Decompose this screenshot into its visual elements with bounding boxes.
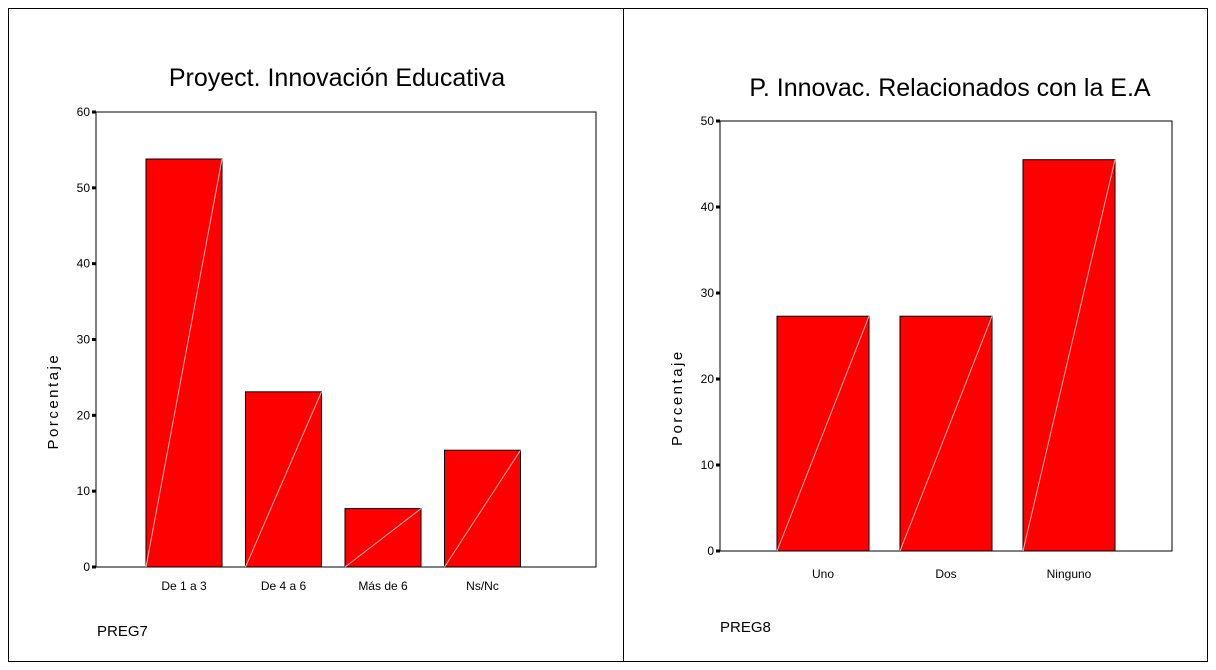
- x-category-label: Ns/Nc: [466, 579, 499, 593]
- chart-title: Proyect. Innovación Educativa: [169, 64, 505, 92]
- bar: [899, 315, 993, 552]
- document-frame: [8, 8, 1208, 662]
- x-axis-variable-label: PREG8: [720, 619, 771, 636]
- y-axis-label: Porcentaje: [45, 353, 62, 450]
- bar: [145, 158, 223, 568]
- bar: [245, 391, 322, 568]
- x-category-label: Dos: [935, 567, 956, 581]
- bar: [444, 449, 521, 568]
- x-category-label: De 1 a 3: [161, 579, 207, 593]
- y-tick-label: 10: [701, 458, 715, 472]
- y-tick-label: 0: [83, 560, 90, 574]
- y-axis-label: Porcentaje: [669, 349, 686, 446]
- x-axis-variable-label: PREG7: [97, 623, 148, 640]
- y-tick-label: 30: [701, 286, 715, 300]
- x-category-label: De 4 a 6: [261, 579, 307, 593]
- chart-title: P. Innovac. Relacionados con la E.A: [749, 74, 1151, 102]
- x-category-label: Ninguno: [1047, 567, 1092, 581]
- y-tick-label: 50: [701, 114, 715, 128]
- y-tick-label: 20: [701, 372, 715, 386]
- y-tick-label: 0: [707, 544, 714, 558]
- y-tick-label: 30: [77, 333, 91, 347]
- x-category-label: Más de 6: [358, 579, 408, 593]
- y-tick-label: 20: [77, 408, 91, 422]
- bar: [344, 508, 422, 568]
- bar: [776, 315, 870, 552]
- y-tick-label: 40: [77, 257, 91, 271]
- y-tick-label: 10: [77, 484, 91, 498]
- chart-preg7: Proyect. Innovación Educativa 0 10 20 30 40 50…: [45, 64, 597, 640]
- bar: [1022, 159, 1116, 552]
- y-tick-label: 60: [77, 105, 91, 119]
- y-tick-label: 40: [701, 200, 715, 214]
- x-category-label: Uno: [812, 567, 834, 581]
- panel-divider: [623, 8, 624, 662]
- y-tick-label: 50: [77, 181, 91, 195]
